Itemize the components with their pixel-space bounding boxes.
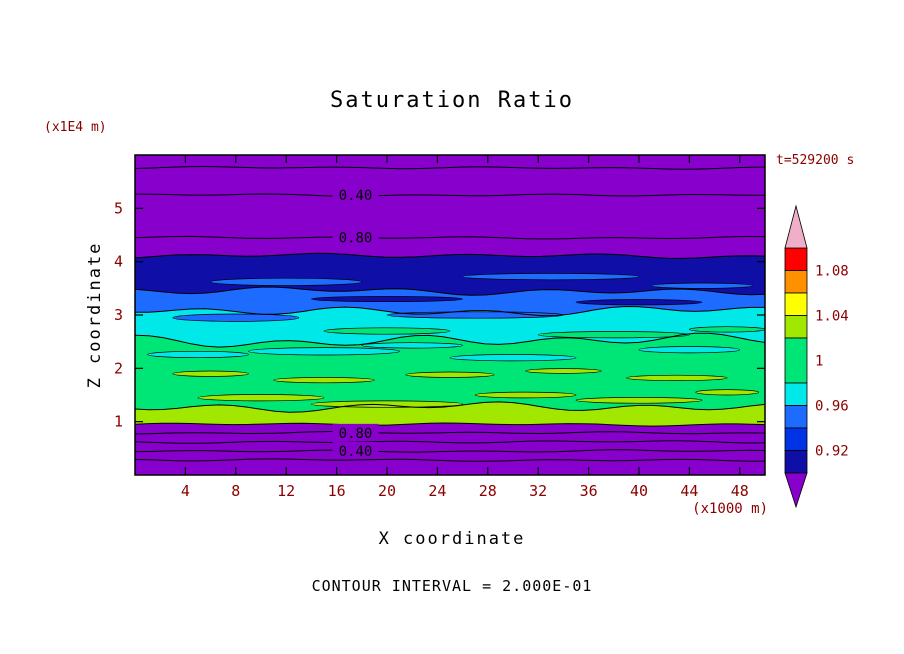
x-tick-label: 24 [428,482,446,500]
contour-line [134,440,766,444]
x-tick-label: 12 [277,482,295,500]
contour-streak [462,273,640,281]
colorbar-segment [784,427,808,451]
x-tick-label: 16 [328,482,346,500]
contour-line [134,235,766,240]
contour-line [134,165,766,170]
contour-line [134,449,766,453]
colorbar-label: 1 [815,354,823,370]
contour-streak [311,400,463,408]
colorbar-over-arrow [784,204,808,249]
contour-interval-note: CONTOUR INTERVAL = 2.000E-01 [311,577,593,595]
y-tick-label: 4 [114,253,123,271]
colorbar-segment [784,270,808,294]
x-tick-label: 20 [378,482,396,500]
x-tick-label: 44 [680,482,698,500]
contour-streak [626,374,728,381]
y-tick-label: 3 [114,306,123,324]
contour-streak [474,391,577,399]
x-tick-label: 28 [479,482,497,500]
contour-boundary-line [135,305,765,317]
contour-label-bg [332,228,379,247]
chart-title: Saturation Ratio [330,88,574,113]
contour-streak [405,371,495,378]
contour-streak [273,377,375,384]
x-tick-label: 36 [580,482,598,500]
y-axis-title: Z coordinate [85,241,105,389]
x-tick-label: 32 [529,482,547,500]
x-tick-label: 48 [731,482,749,500]
contour-streak [323,327,451,335]
contour-streak [525,368,602,374]
colorbar-segment [784,247,808,271]
contour-line [134,193,765,197]
contour-label-bg [332,423,379,442]
x-tick-label: 8 [231,482,240,500]
contour-streak [449,354,577,362]
colorbar-segment [784,450,808,474]
contour-streak [172,313,300,322]
contour-streak [575,397,703,404]
contour-streak [651,282,753,289]
contour-streak [638,346,741,354]
contour-streak [248,347,400,356]
contour-streak [695,389,760,396]
y-tick-label: 1 [114,413,123,431]
contour-label: 0.40 [339,444,373,460]
contour-streak [210,277,363,286]
contour-label-bg [332,442,379,460]
colorbar-segment [784,315,808,339]
y-axis-units-label: (x1E4 m) [44,120,107,135]
contour-streak [311,295,463,303]
colorbar-segment [784,405,808,429]
colorbar-label: 1.04 [815,309,849,325]
contour-line [134,458,766,462]
contour-label: 0.80 [339,231,373,247]
contour-streak [197,394,325,402]
contour-boundary-line [134,252,766,259]
x-tick-label: 40 [630,482,648,500]
contour-boundary-line [134,332,766,348]
x-axis-title: X coordinate [378,529,526,549]
colorbar-label: 0.96 [815,399,849,415]
contour-streak [689,326,766,333]
contour-line [134,430,766,435]
colorbar-segment [784,382,808,406]
x-axis-units-label: (x1000 m) [692,501,768,517]
contour-label: 0.40 [339,188,373,204]
contour-streak [172,370,249,377]
colorbar-label: 0.92 [815,444,849,460]
contour-streak [537,331,690,339]
colorbar-label: 1.08 [815,264,849,280]
contour-streak [361,342,463,349]
band-yellow-green [135,401,765,427]
band-blue [135,287,765,316]
x-tick-label: 4 [181,482,190,500]
band-undersaturated-top [135,155,765,259]
contour-streak [147,350,249,359]
colorbar-segment [784,337,808,384]
colorbar-under-arrow [784,472,808,509]
contour-label: 0.80 [339,426,373,442]
y-tick-label: 2 [114,359,123,377]
colorbar-segment [784,292,808,316]
contour-streak [575,299,703,306]
contour-boundary-line [134,401,766,413]
contour-label-bg [332,186,379,204]
contour-boundary-line [134,286,766,296]
contour-boundary-line [134,422,766,427]
band-undersaturated-bottom [135,423,765,475]
y-tick-label: 5 [114,199,123,217]
time-label: t=529200 s [776,153,855,168]
